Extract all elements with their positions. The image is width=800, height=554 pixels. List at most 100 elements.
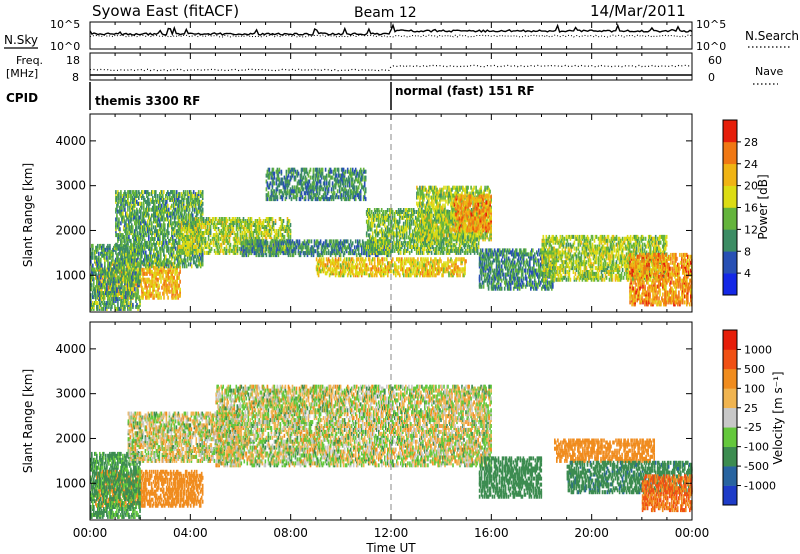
heatmap-cell bbox=[124, 287, 126, 291]
heatmap-cell bbox=[122, 277, 124, 281]
heatmap-cell bbox=[176, 290, 178, 294]
heatmap-cell bbox=[140, 229, 142, 233]
heatmap-cell bbox=[120, 221, 122, 225]
heatmap-cell bbox=[117, 303, 119, 307]
heatmap-cell bbox=[106, 287, 108, 291]
heatmap-cell bbox=[151, 270, 153, 274]
heatmap-cell bbox=[127, 297, 129, 301]
heatmap-cell bbox=[152, 280, 154, 284]
heatmap-cell bbox=[132, 303, 134, 307]
heatmap-cell bbox=[121, 285, 123, 289]
heatmap-cell bbox=[111, 305, 113, 309]
heatmap-cell bbox=[163, 296, 165, 300]
heatmap-cell bbox=[127, 241, 129, 245]
heatmap-cell bbox=[169, 290, 171, 294]
heatmap-cell bbox=[172, 296, 174, 300]
heatmap-cell bbox=[128, 258, 130, 262]
heatmap-cell bbox=[146, 286, 148, 290]
heatmap-cell bbox=[100, 291, 102, 295]
heatmap-cell bbox=[98, 271, 100, 275]
heatmap-cell bbox=[91, 283, 93, 287]
heatmap-cell bbox=[121, 239, 123, 243]
heatmap-cell bbox=[124, 239, 126, 243]
heatmap-cell bbox=[107, 260, 109, 264]
heatmap-cell bbox=[179, 280, 181, 284]
heatmap-cell bbox=[98, 287, 100, 291]
heatmap-cell bbox=[142, 190, 144, 194]
freq-label-line1: Freq. bbox=[16, 54, 43, 67]
heatmap-cell bbox=[144, 278, 146, 282]
heatmap-cell bbox=[128, 194, 130, 198]
heatmap-cell bbox=[155, 290, 157, 294]
heatmap-cell bbox=[106, 305, 108, 309]
heatmap-cell bbox=[125, 295, 127, 299]
heatmap-cell bbox=[104, 256, 106, 260]
heatmap-cell bbox=[118, 245, 120, 249]
heatmap-cell bbox=[124, 305, 126, 309]
heatmap-cell bbox=[104, 266, 106, 270]
heatmap-cell bbox=[179, 270, 181, 274]
heatmap-cell bbox=[127, 208, 129, 212]
heatmap-cell bbox=[158, 284, 160, 288]
heatmap-cell bbox=[142, 288, 144, 292]
heatmap-cell bbox=[131, 217, 133, 221]
heatmap-cell bbox=[157, 278, 159, 282]
heatmap-cell bbox=[122, 212, 124, 216]
heatmap-cell bbox=[121, 255, 123, 259]
heatmap-cell bbox=[168, 286, 170, 290]
heatmap-cell bbox=[92, 256, 94, 260]
heatmap-cell bbox=[97, 301, 99, 305]
heatmap-cell bbox=[169, 280, 171, 284]
freq-label-line2: [MHz] bbox=[6, 67, 38, 80]
heatmap-cell bbox=[167, 296, 169, 300]
heatmap-cell bbox=[118, 196, 120, 200]
heatmap-cell bbox=[98, 252, 100, 256]
heatmap-cell bbox=[112, 258, 114, 262]
heatmap-cell bbox=[176, 270, 178, 274]
heatmap-cell bbox=[141, 253, 143, 257]
heatmap-cell bbox=[121, 281, 123, 285]
cpid-segment-2: normal (fast) 151 RF bbox=[395, 84, 535, 98]
heatmap-cell bbox=[171, 284, 173, 288]
heatmap-cell bbox=[134, 258, 136, 262]
heatmap-cell bbox=[111, 271, 113, 275]
heatmap-cell bbox=[124, 208, 126, 212]
heatmap-cell bbox=[135, 253, 137, 257]
heatmap-cell bbox=[178, 276, 180, 280]
heatmap-cell bbox=[139, 279, 141, 283]
heatmap-cell bbox=[102, 283, 104, 287]
heatmap-cell bbox=[110, 301, 112, 305]
heatmap-cell bbox=[109, 297, 111, 301]
heatmap-cell bbox=[116, 287, 118, 291]
heatmap-cell bbox=[121, 202, 123, 206]
heatmap-cell bbox=[103, 307, 105, 311]
heatmap-cell bbox=[160, 280, 162, 284]
heatmap-cell bbox=[120, 190, 122, 194]
heatmap-cell bbox=[99, 281, 101, 285]
heatmap-cell bbox=[135, 262, 137, 266]
heatmap-cell bbox=[136, 225, 138, 229]
heatmap-cell bbox=[141, 202, 143, 206]
cpid-label: CPID bbox=[6, 91, 38, 105]
heatmap-cell bbox=[163, 292, 165, 296]
heatmap-cell bbox=[140, 264, 142, 268]
heatmap-cell bbox=[118, 192, 120, 196]
heatmap-cell bbox=[137, 231, 139, 235]
heatmap-cell bbox=[140, 210, 142, 214]
heatmap-cell bbox=[115, 277, 117, 281]
heatmap-cell bbox=[166, 292, 168, 296]
nsearch-label: N.Search bbox=[745, 29, 799, 43]
heatmap-cell bbox=[139, 275, 141, 279]
heatmap-cell bbox=[162, 274, 164, 278]
heatmap-cell bbox=[107, 297, 109, 301]
heatmap-cell bbox=[113, 285, 115, 289]
heatmap-cell bbox=[130, 264, 132, 268]
heatmap-cell bbox=[115, 190, 117, 194]
heatmap-cell bbox=[92, 264, 94, 268]
heatmap-cell bbox=[130, 251, 132, 255]
heatmap-cell bbox=[160, 296, 162, 300]
heatmap-cell bbox=[109, 244, 111, 248]
nave-tick-top: 60 bbox=[708, 54, 722, 67]
nave-label: Nave bbox=[755, 65, 783, 78]
heatmap-cell bbox=[98, 277, 100, 281]
